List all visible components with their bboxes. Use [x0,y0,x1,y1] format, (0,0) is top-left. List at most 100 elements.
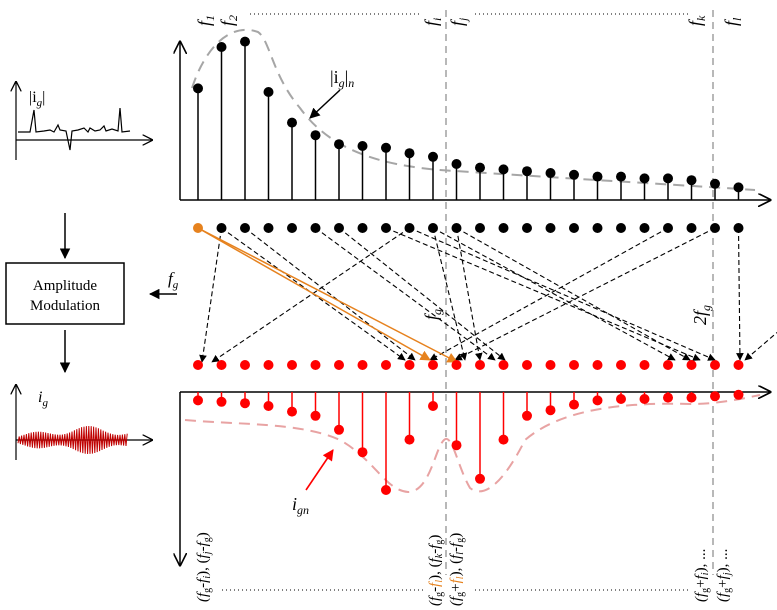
mixing-dashed-line [315,227,496,361]
ig-label: ig [38,389,48,409]
ig-abs-label: |ig| [29,89,45,109]
mixing-dashed-line [244,227,416,361]
top-stem-dot [522,166,532,177]
mixing-dashed-line [429,227,669,361]
label-group3b: (fg+fj), ... [715,549,733,602]
source-dot [686,223,697,233]
bottom-stem-dot [357,447,368,458]
modulation-label-line2: Modulation [30,298,100,314]
mixing-dashed-line [338,227,506,361]
label-group1: (fg-fi), (fj-fg) [195,532,213,602]
source-dot [357,223,368,233]
result-dot [381,360,391,370]
ign-arrow [305,449,334,491]
2fg-axis-label: 2fg [690,305,713,325]
bottom-stem-dot [287,406,297,417]
result-dot [639,360,650,370]
bottom-stem-dot [216,396,227,407]
top-stem-dot [569,169,579,180]
ign-abs-arrow [309,89,341,119]
top-stem-dot [451,159,462,169]
result-dot [498,360,509,370]
result-dot [710,360,720,370]
source-dot [569,223,579,233]
bottom-stem-dot [404,434,415,445]
bottom-stem-dot [545,405,556,416]
bottom-envelope-curve [184,394,761,494]
result-dot [404,360,415,370]
source-dot [287,223,297,233]
top-stem-dot [710,178,720,189]
mixing-dashed-line [736,227,744,361]
result-dot [475,360,485,370]
top-frequency-labels: f1 f2 fi fj fk fl [194,13,744,26]
top-spectrum-lines [193,36,744,200]
top-stem-dot [475,162,485,173]
top-stem-dot [545,168,556,178]
result-dot [428,360,438,370]
top-stem-dot [592,171,603,182]
label-fj: fj [447,17,470,26]
ign-label: ign [292,494,309,517]
mixing-dashed-line [456,227,691,361]
label-f2: f2 [217,15,240,26]
mixing-dashed-line [432,227,676,361]
mixing-dashed-line [385,227,701,361]
top-stem-dot [498,164,509,175]
bottom-stem-dot [686,392,697,403]
modulation-label-line1: Amplitude [33,278,98,294]
ig-waveform [17,425,128,455]
bottom-stem-dot [498,434,509,445]
ign-abs-label: |ig|n [330,67,354,90]
top-envelope-curve [191,28,756,191]
mixing-dashed-line [744,331,777,361]
top-stem-dot [733,182,744,193]
bottom-stem-dot [475,473,485,484]
top-stem-dot [310,130,321,141]
top-stem-dot [616,171,626,182]
bottom-stem-dot [263,401,274,411]
source-dot [498,223,509,233]
top-stem-dot [404,148,415,159]
bottom-stem-dot [428,401,438,411]
label-group3a: (fg+fi), ... [693,549,711,602]
top-stem-dot [193,83,203,94]
mixing-dashed-line [432,227,468,361]
label-fk: fk [685,15,708,26]
top-stem-dot [287,117,297,128]
result-dot [569,360,579,370]
bottom-stem-dot [616,394,626,404]
top-stem-dot [334,139,344,150]
bottom-stem-dot [569,399,579,410]
result-dot [357,360,368,370]
result-dot [663,360,673,370]
fg-axis-label: fg [421,309,444,320]
mixing-dashed-line [454,227,716,361]
bottom-stem-dot [592,395,603,406]
source-dot [592,223,603,233]
mixing-lines [197,227,777,363]
mixing-dashed-line [409,227,716,361]
result-dot-row [193,360,744,370]
top-stem-dot [639,173,650,184]
result-dot [263,360,274,370]
result-dot [216,360,227,370]
result-dot [310,360,321,370]
result-dot [733,360,744,370]
bottom-stem-dot [522,410,532,421]
result-dot [592,360,603,370]
result-dot [545,360,556,370]
label-group2b: (fg+fl), (fl-fg) [448,533,466,606]
mixing-dashed-line [199,227,223,363]
result-dot [334,360,344,370]
top-stem-dot [686,175,697,186]
result-dot [240,360,250,370]
top-stem-dot [381,142,391,153]
bottom-stem-dot [710,391,720,402]
source-dot [545,223,556,233]
mixing-highlight-line [197,227,431,361]
top-stem-dot [240,36,250,47]
label-f1: f1 [194,15,217,26]
